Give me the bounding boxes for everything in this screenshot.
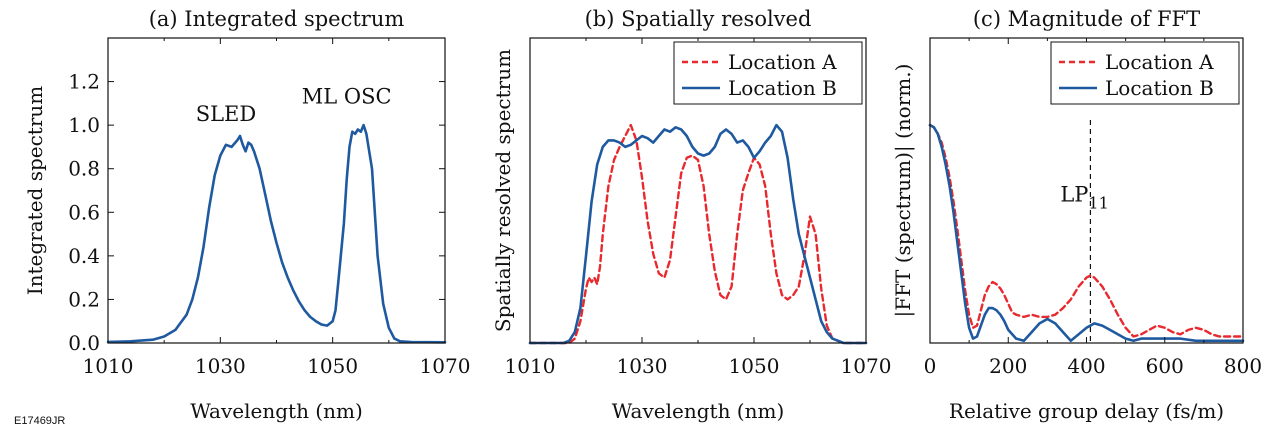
panel-c-annotation: LP11: [1060, 182, 1108, 212]
panel-a-xtick-label: 1030: [195, 354, 246, 378]
panel-b-legend-label: Location A: [728, 50, 837, 74]
panel-a-y-axis-label: Integrated spectrum: [23, 86, 47, 296]
panel-c-xtick-label: 0: [924, 354, 937, 378]
panel-a-ytick-label: 0.6: [68, 200, 100, 224]
panel-a-title: (a) Integrated spectrum: [149, 7, 405, 31]
panel-b-xtick-label: 1030: [617, 354, 668, 378]
panel-c-legend-box: [1050, 41, 1240, 105]
panel-a-series-0: [106, 123, 447, 344]
panel-a-frame: [107, 37, 446, 344]
panel-a-ytick-label: 1.0: [68, 113, 100, 137]
panel-b-series-location-a: [528, 123, 868, 345]
panel-c-series-location-a: [928, 123, 1245, 338]
panel-a-xtick-label: 1070: [420, 354, 471, 378]
panel-a-ytick-label: 0.8: [68, 157, 100, 181]
panel-a-annotation: SLED: [196, 102, 257, 126]
panel-b-xtick-label: 1010: [505, 354, 556, 378]
panel-c-x-axis-label: Relative group delay (fs/m): [949, 399, 1224, 423]
panel-c-y-axis-label: |FFT (spectrum)| (norm.): [891, 64, 916, 318]
panel-c-legend-label: Location A: [1105, 50, 1214, 74]
panel-a-ytick-label: 0.2: [68, 287, 100, 311]
panel-b-x-axis-label: Wavelength (nm): [612, 399, 785, 423]
panel-b-series-location-b: [528, 123, 868, 345]
panel-c-xtick-label: 400: [1067, 354, 1105, 378]
panel-a-ytick-label: 0.0: [68, 331, 100, 355]
panel-c-series-location-b: [928, 123, 1245, 343]
panel-b-y-axis-label: Spatially resolved spectrum: [491, 49, 515, 332]
panel-c-xtick-label: 200: [989, 354, 1027, 378]
panel-b-legend-box: [673, 41, 863, 105]
panel-c-legend-label: Location B: [1105, 76, 1214, 100]
panel-c-xtick-label: 600: [1146, 354, 1184, 378]
panel-c-xtick-label: 800: [1224, 354, 1262, 378]
panel-c-annotation-subscript: 11: [1088, 193, 1108, 212]
panel-a-xtick-label: 1050: [307, 354, 358, 378]
panel-a-xtick-label: 1010: [83, 354, 134, 378]
panel-a-annotation: ML OSC: [302, 84, 392, 108]
panel-c-title: (c) Magnitude of FFT: [973, 7, 1200, 31]
figure-code-label: E17469JR: [14, 415, 65, 427]
panel-a-ytick-label: 0.4: [68, 244, 100, 268]
panel-a-ytick-label: 1.2: [68, 70, 100, 94]
panel-a-x-axis-label: Wavelength (nm): [190, 399, 363, 423]
panel-b-xtick-label: 1070: [841, 354, 892, 378]
panel-b-xtick-label: 1050: [729, 354, 780, 378]
panel-b-legend-label: Location B: [728, 76, 837, 100]
panel-b-title: (b) Spatially resolved: [585, 7, 812, 31]
